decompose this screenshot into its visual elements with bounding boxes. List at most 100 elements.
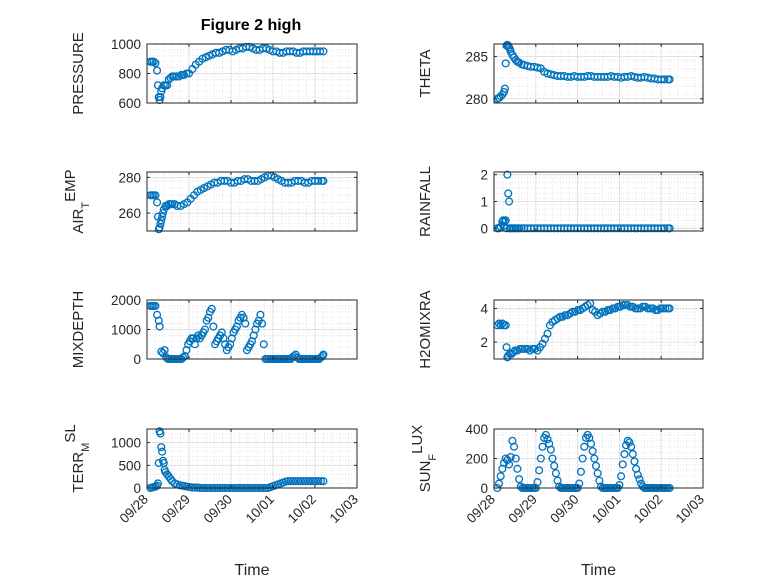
data-point [304,477,313,486]
data-series [146,171,328,234]
data-point [638,302,647,311]
axes-box [146,428,358,489]
subplot-pressure: 600 800 1000 PRESSURE [70,32,358,115]
data-point [588,447,597,456]
data-series [493,40,674,103]
data-point [573,306,582,315]
y-tick-label: 600 [118,96,141,111]
data-point [504,197,514,206]
data-point [258,319,267,328]
data-point [289,477,298,486]
data-point [309,477,318,486]
data-point [543,329,552,338]
data-point [153,198,162,207]
data-point [546,445,555,454]
data-point [156,93,165,102]
data-point [627,442,636,451]
x-tick-label: 10/01 [243,492,278,527]
data-point [513,464,522,473]
y-axis-label: TERRMSL [62,424,93,492]
data-point [515,475,524,484]
data-point [665,304,674,313]
data-point [504,189,513,198]
data-point [528,344,537,353]
data-point [153,479,162,488]
y-axis-label: MIXDEPTH [70,291,87,369]
data-point [548,454,557,463]
axes-box [493,43,704,104]
data-point [151,301,160,310]
x-axis [146,300,358,359]
data-point [580,442,589,451]
x-axis [146,172,358,231]
x-axis-label: Time [581,562,616,579]
data-point [656,304,665,313]
x-axis-label: Time [235,562,270,579]
data-point [651,306,660,315]
x-tick-label: 10/02 [285,492,320,527]
data-point [617,472,626,481]
data-point [499,216,508,225]
data-point [608,304,617,313]
x-axis [493,44,704,103]
data-point [156,219,165,228]
data-point [501,216,510,225]
data-point [535,466,544,475]
data-point [179,353,188,362]
x-tick-label: 09/28 [117,492,152,527]
data-point [156,429,165,438]
subplot-theta: 280 285 THETA [417,40,704,107]
data-point [538,442,547,451]
data-point [576,467,585,476]
data-point [319,47,328,56]
data-point [314,477,323,486]
data-point [628,450,637,459]
data-point [209,322,218,331]
y-tick-label: 0 [133,481,141,496]
data-point [155,322,164,331]
data-point [593,469,602,478]
data-point [509,348,518,357]
data-point [502,343,511,352]
data-point [506,452,515,462]
data-point [625,438,634,447]
data-point [319,477,328,486]
data-point [168,200,177,209]
x-tick-label: 10/03 [673,492,708,527]
data-point [536,454,545,463]
data-point [518,344,527,353]
y-axis-label: SUNFLUX [409,425,440,493]
x-tick-label: 10/02 [631,492,666,527]
data-point [151,59,160,68]
data-point [633,304,642,313]
data-point [319,176,328,185]
data-point [169,72,178,81]
data-point [241,319,250,328]
data-point [158,209,168,218]
data-point [306,477,315,486]
data-point [501,454,510,463]
data-point [286,477,295,486]
y-axis-label: PRESSURE [70,32,87,115]
data-point [511,454,520,463]
data-point [510,442,519,451]
y-tick-label: 1000 [111,37,141,52]
subplot-terr_msl: 0 500 1000 09/28 09/29 09/30 10/01 10/02 10/03 Ti… [62,424,362,579]
y-axis-label: THETA [417,49,434,97]
data-point [550,461,559,470]
data-point [501,321,510,330]
data-point [496,472,505,481]
subplot-air_temp: 260 280 AIRTEMP [62,169,358,234]
data-point [630,457,639,466]
data-point [500,84,509,93]
data-point [256,310,265,319]
data-point [578,454,587,463]
data-point [635,475,644,484]
figure-title: Figure 2 high [201,17,301,34]
data-point [503,170,512,179]
y-axis-label: H2OMIXRA [417,290,434,368]
data-point [517,224,526,233]
